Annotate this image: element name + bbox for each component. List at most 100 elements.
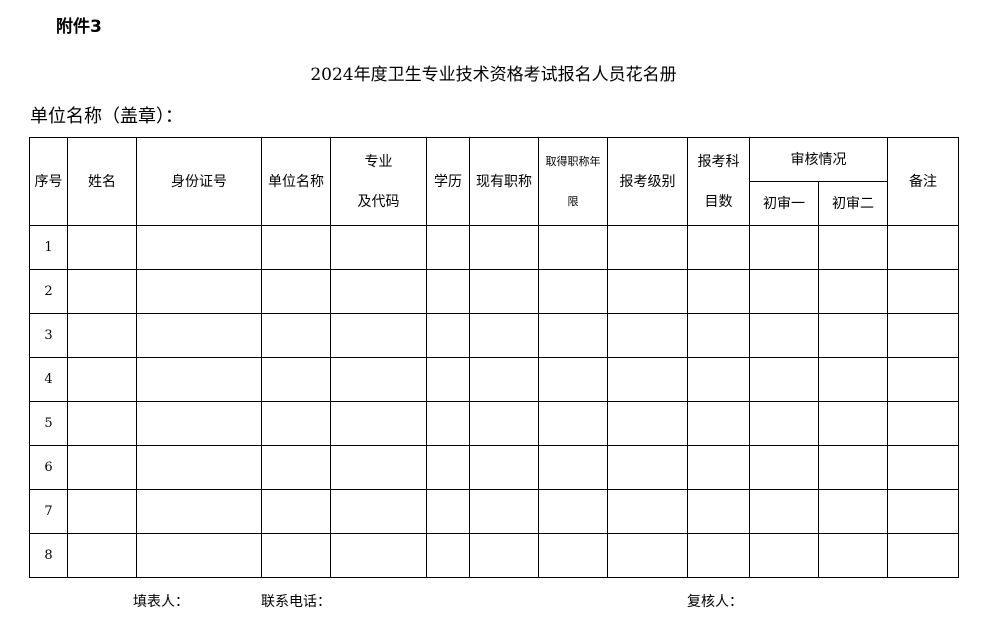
table-cell[interactable] xyxy=(749,401,819,446)
table-cell[interactable] xyxy=(330,357,427,402)
table-cell[interactable] xyxy=(261,533,331,578)
table-cell[interactable] xyxy=(687,269,750,314)
table-row: 2 xyxy=(29,269,959,314)
table-cell[interactable] xyxy=(687,445,750,490)
table-cell[interactable] xyxy=(330,489,427,534)
table-cell[interactable] xyxy=(818,445,888,490)
table-cell[interactable] xyxy=(538,533,608,578)
table-cell[interactable] xyxy=(607,533,688,578)
table-cell[interactable] xyxy=(261,269,331,314)
table-cell[interactable] xyxy=(261,445,331,490)
table-cell[interactable] xyxy=(469,313,539,358)
header-major-line2: 及代码 xyxy=(357,193,400,210)
table-cell[interactable] xyxy=(136,533,262,578)
table-cell[interactable] xyxy=(749,489,819,534)
table-cell[interactable] xyxy=(818,313,888,358)
table-cell[interactable] xyxy=(469,489,539,534)
table-cell[interactable] xyxy=(818,269,888,314)
table-cell[interactable] xyxy=(261,489,331,534)
table-cell[interactable] xyxy=(887,533,959,578)
table-cell[interactable] xyxy=(67,445,137,490)
table-cell[interactable] xyxy=(67,401,137,446)
table-cell[interactable] xyxy=(261,313,331,358)
table-cell[interactable] xyxy=(687,225,750,270)
table-cell[interactable] xyxy=(607,489,688,534)
table-cell[interactable] xyxy=(67,533,137,578)
table-cell[interactable] xyxy=(538,313,608,358)
table-cell[interactable] xyxy=(330,225,427,270)
table-cell[interactable] xyxy=(426,533,470,578)
table-cell[interactable] xyxy=(749,313,819,358)
table-cell[interactable] xyxy=(426,401,470,446)
table-cell[interactable] xyxy=(818,401,888,446)
header-seq: 序号 xyxy=(29,137,68,226)
table-cell[interactable] xyxy=(469,269,539,314)
table-cell[interactable] xyxy=(261,401,331,446)
table-cell[interactable] xyxy=(426,357,470,402)
table-cell[interactable] xyxy=(687,401,750,446)
table-cell[interactable] xyxy=(687,533,750,578)
table-cell[interactable] xyxy=(538,357,608,402)
table-cell[interactable] xyxy=(330,445,427,490)
table-cell[interactable] xyxy=(687,313,750,358)
table-cell[interactable] xyxy=(469,533,539,578)
table-cell[interactable] xyxy=(330,401,427,446)
table-cell[interactable] xyxy=(136,357,262,402)
table-cell[interactable] xyxy=(887,313,959,358)
table-cell[interactable] xyxy=(330,313,427,358)
table-cell[interactable] xyxy=(469,225,539,270)
table-cell[interactable] xyxy=(67,357,137,402)
table-cell[interactable] xyxy=(426,489,470,534)
table-cell[interactable] xyxy=(136,401,262,446)
table-cell[interactable] xyxy=(426,313,470,358)
table-cell[interactable] xyxy=(67,225,137,270)
table-cell[interactable] xyxy=(607,357,688,402)
table-cell[interactable] xyxy=(818,357,888,402)
table-cell[interactable] xyxy=(887,269,959,314)
table-cell[interactable] xyxy=(136,489,262,534)
table-cell[interactable] xyxy=(261,357,331,402)
table-cell[interactable] xyxy=(426,225,470,270)
table-cell[interactable] xyxy=(607,225,688,270)
table-cell[interactable] xyxy=(136,269,262,314)
table-cell[interactable] xyxy=(749,225,819,270)
table-cell[interactable] xyxy=(330,269,427,314)
table-cell[interactable] xyxy=(67,313,137,358)
table-cell[interactable] xyxy=(469,445,539,490)
table-cell[interactable] xyxy=(887,445,959,490)
table-cell[interactable] xyxy=(330,533,427,578)
table-cell[interactable] xyxy=(538,401,608,446)
table-cell[interactable] xyxy=(426,445,470,490)
table-cell[interactable] xyxy=(749,533,819,578)
table-cell[interactable] xyxy=(607,445,688,490)
table-cell[interactable] xyxy=(136,445,262,490)
table-cell[interactable] xyxy=(538,225,608,270)
table-cell[interactable] xyxy=(607,313,688,358)
table-cell[interactable] xyxy=(887,489,959,534)
table-cell[interactable] xyxy=(887,401,959,446)
table-cell[interactable] xyxy=(261,225,331,270)
table-cell[interactable] xyxy=(607,269,688,314)
table-cell[interactable] xyxy=(818,225,888,270)
table-cell[interactable] xyxy=(687,489,750,534)
table-cell[interactable] xyxy=(887,225,959,270)
table-cell[interactable] xyxy=(426,269,470,314)
table-cell[interactable] xyxy=(818,533,888,578)
table-cell[interactable] xyxy=(818,489,888,534)
table-cell[interactable] xyxy=(749,269,819,314)
table-cell[interactable] xyxy=(538,445,608,490)
table-cell[interactable] xyxy=(469,357,539,402)
table-cell[interactable] xyxy=(687,357,750,402)
table-cell[interactable] xyxy=(538,269,608,314)
table-cell[interactable] xyxy=(607,401,688,446)
table-cell[interactable] xyxy=(469,401,539,446)
table-cell[interactable] xyxy=(749,445,819,490)
table-cell[interactable] xyxy=(136,313,262,358)
table-cell[interactable] xyxy=(136,225,262,270)
header-major-line1: 专业 xyxy=(364,153,393,170)
table-cell[interactable] xyxy=(538,489,608,534)
table-cell[interactable] xyxy=(749,357,819,402)
table-cell[interactable] xyxy=(67,269,137,314)
table-cell[interactable] xyxy=(887,357,959,402)
table-cell[interactable] xyxy=(67,489,137,534)
